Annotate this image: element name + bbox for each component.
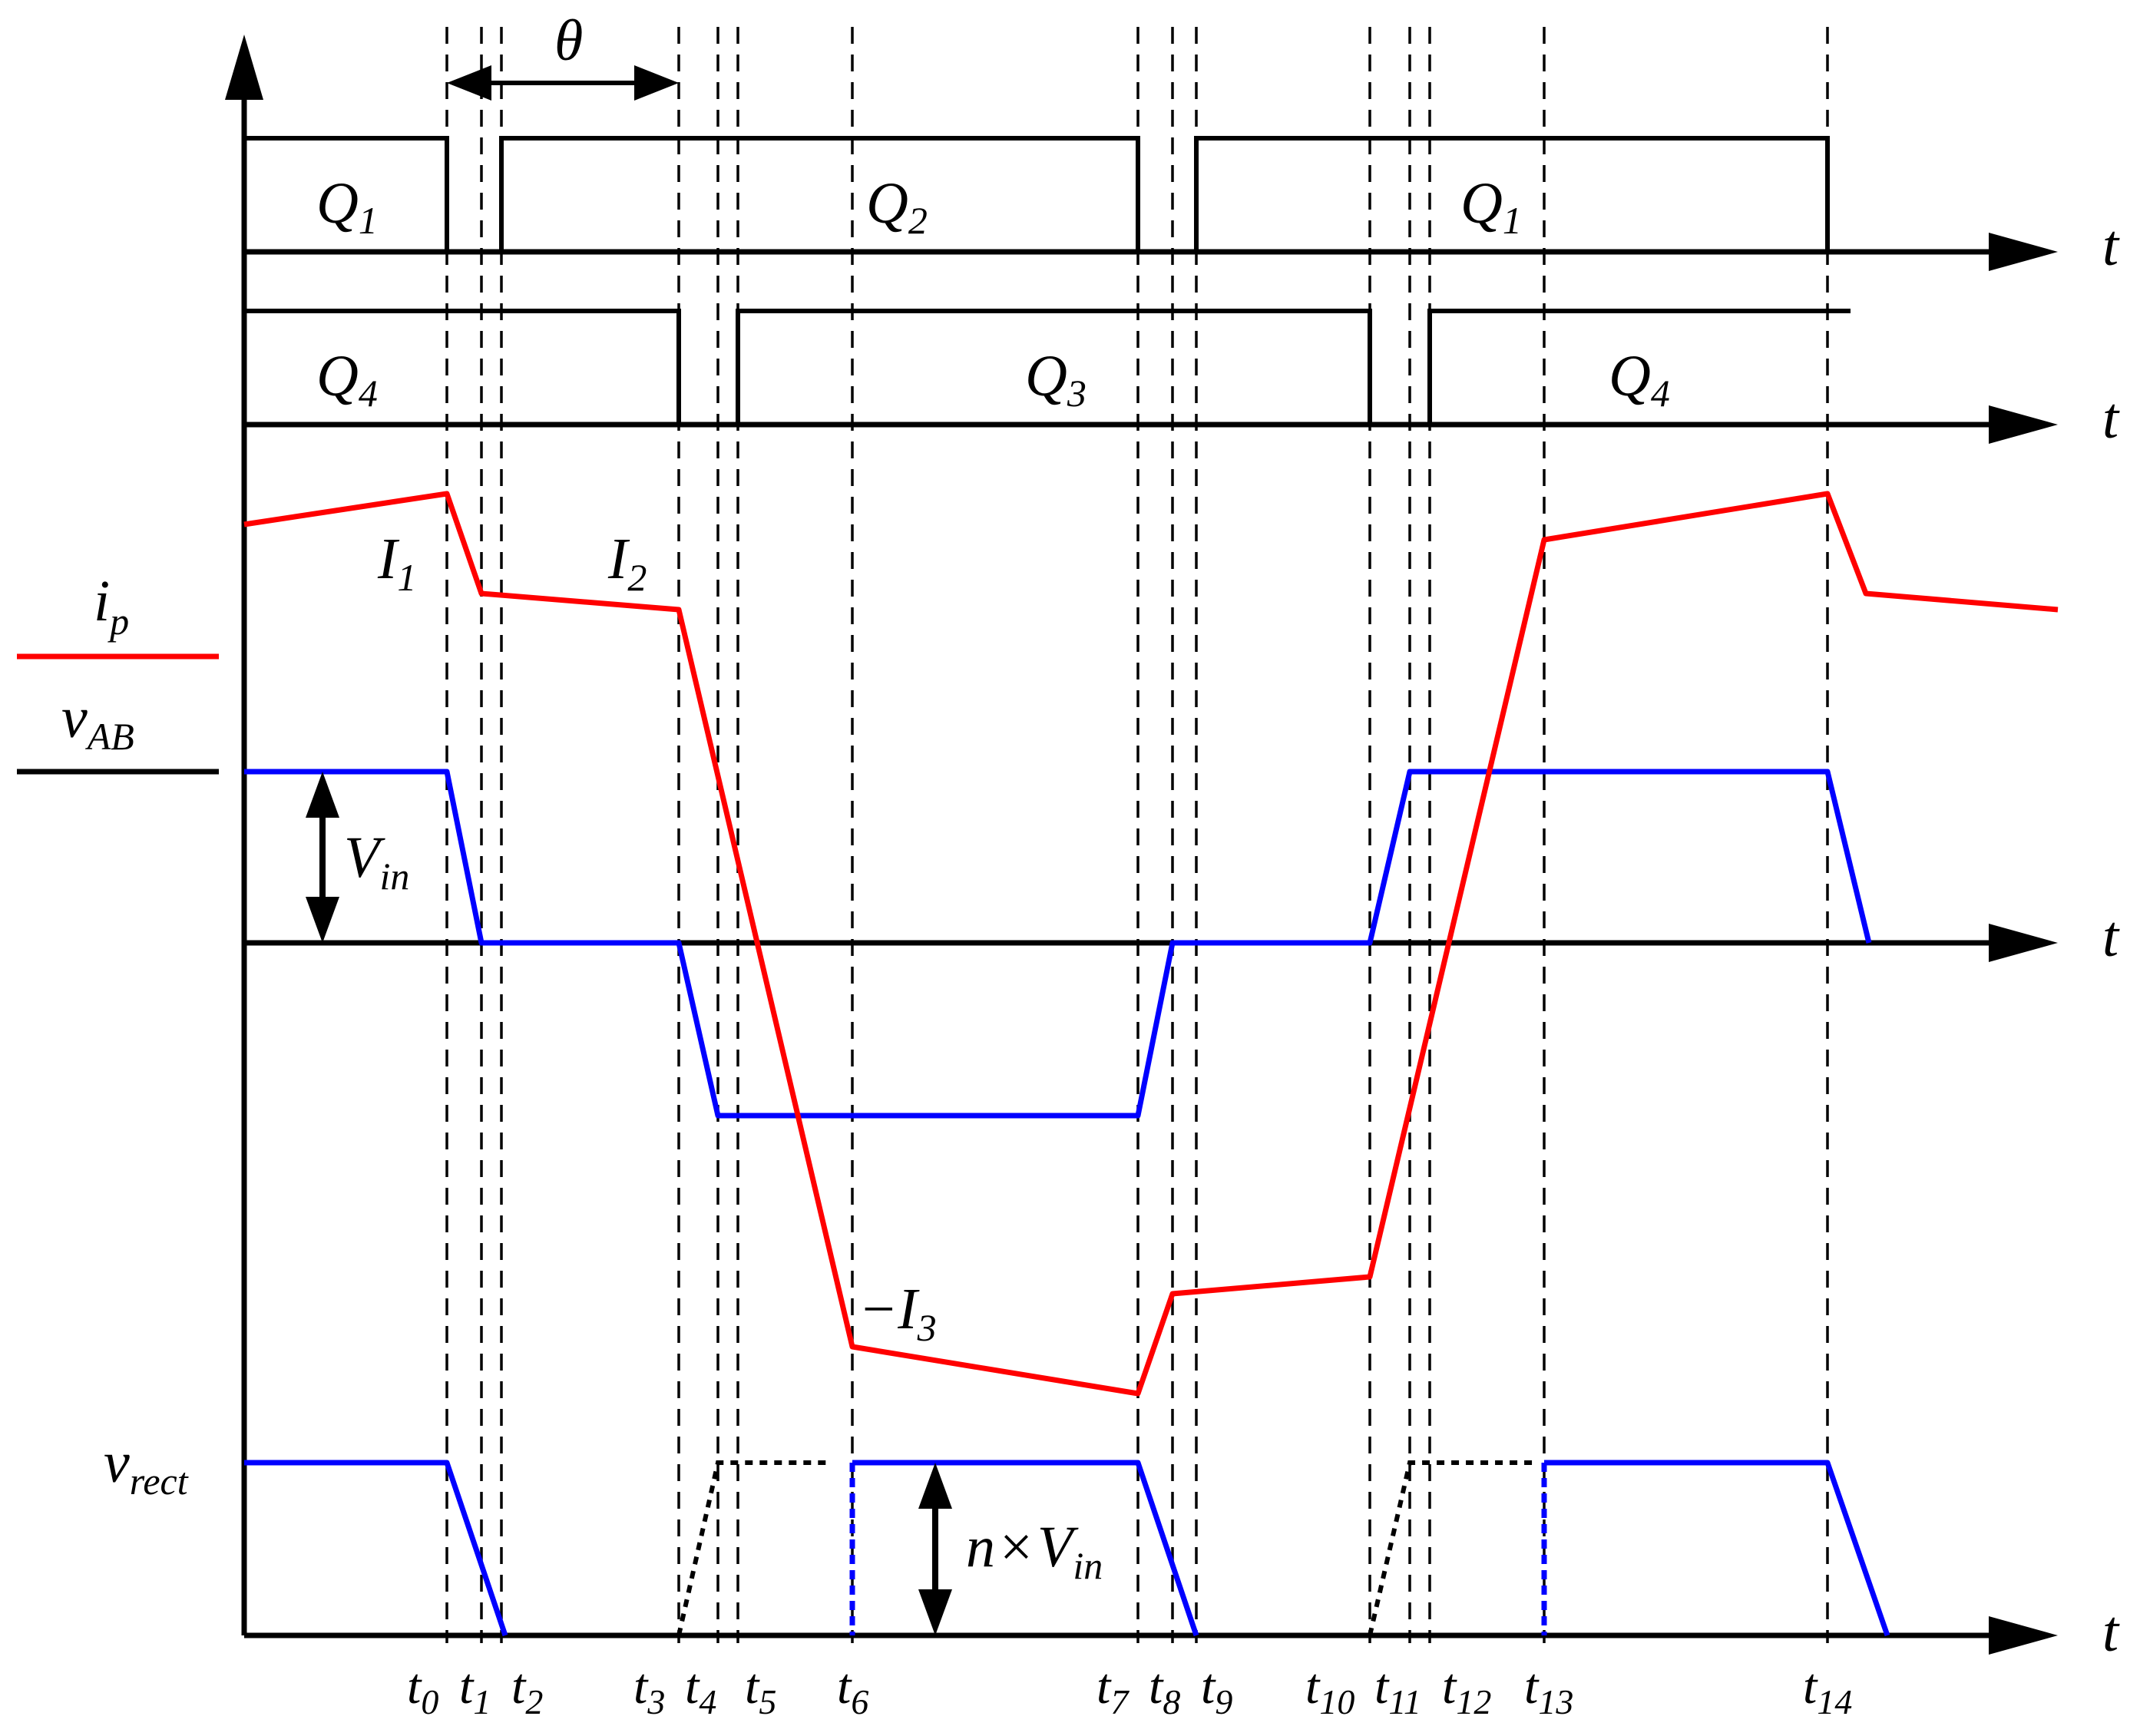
gate-label-q4-first: Q4 (316, 344, 378, 415)
vrect-waveform (244, 1460, 1890, 1637)
time-label-t0: t0 (407, 1658, 438, 1721)
n-vin-arrow (918, 1463, 952, 1635)
time-axis-label-4: t (2102, 1599, 2120, 1664)
legend-vab-label: vAB (61, 686, 134, 758)
time-label-t13: t13 (1524, 1658, 1573, 1721)
time-label-t2: t2 (511, 1658, 543, 1721)
time-label-t4: t4 (685, 1658, 716, 1721)
time-label-t3: t3 (633, 1658, 665, 1721)
gate-label-q4-second: Q4 (1609, 344, 1670, 415)
theta-label: θ (554, 8, 583, 73)
legend-ip-label: ip (94, 569, 129, 643)
current-label-i1: I1 (377, 527, 416, 599)
gate-signal-q1-q2 (244, 136, 1830, 252)
gate-label-q3: Q3 (1025, 344, 1087, 415)
time-label-t10: t10 (1305, 1658, 1354, 1721)
current-label-minus-i3: −I3 (858, 1277, 937, 1349)
time-label-t8: t8 (1149, 1658, 1180, 1721)
time-label-t1: t1 (459, 1658, 491, 1721)
vab-waveform-segment-1 (244, 769, 1872, 1119)
current-label-i2: I2 (607, 527, 647, 599)
time-label-t6: t6 (837, 1658, 868, 1721)
time-axis-label-1: t (2102, 213, 2120, 278)
vrect-label: vrect (104, 1430, 189, 1503)
time-label-t12: t12 (1442, 1658, 1491, 1721)
vin-label: Vin (344, 825, 409, 898)
time-label-t14: t14 (1803, 1658, 1852, 1721)
gate-signal-q4-q3 (244, 309, 1851, 425)
n-vin-label: n×Vin (966, 1515, 1103, 1587)
time-marker-lines (445, 27, 1829, 1643)
time-label-t9: t9 (1201, 1658, 1232, 1721)
time-label-t5: t5 (745, 1658, 776, 1721)
time-label-t11: t11 (1374, 1658, 1421, 1721)
time-instant-labels: t0 t1 t2 t3 t4 t5 t6 t7 t8 t9 t10 t11 t1… (407, 1658, 1852, 1721)
ip-waveform (243, 491, 2059, 1397)
time-label-t7: t7 (1096, 1658, 1130, 1721)
vertical-axis-arrow (225, 35, 263, 100)
time-axis-label-2: t (2102, 386, 2120, 451)
gate-label-q1-first: Q1 (316, 171, 378, 242)
gate-label-q1-second: Q1 (1460, 171, 1522, 242)
vin-arrow (306, 772, 339, 943)
gate-label-q2: Q2 (866, 171, 928, 242)
time-axis-label-3: t (2102, 904, 2120, 969)
